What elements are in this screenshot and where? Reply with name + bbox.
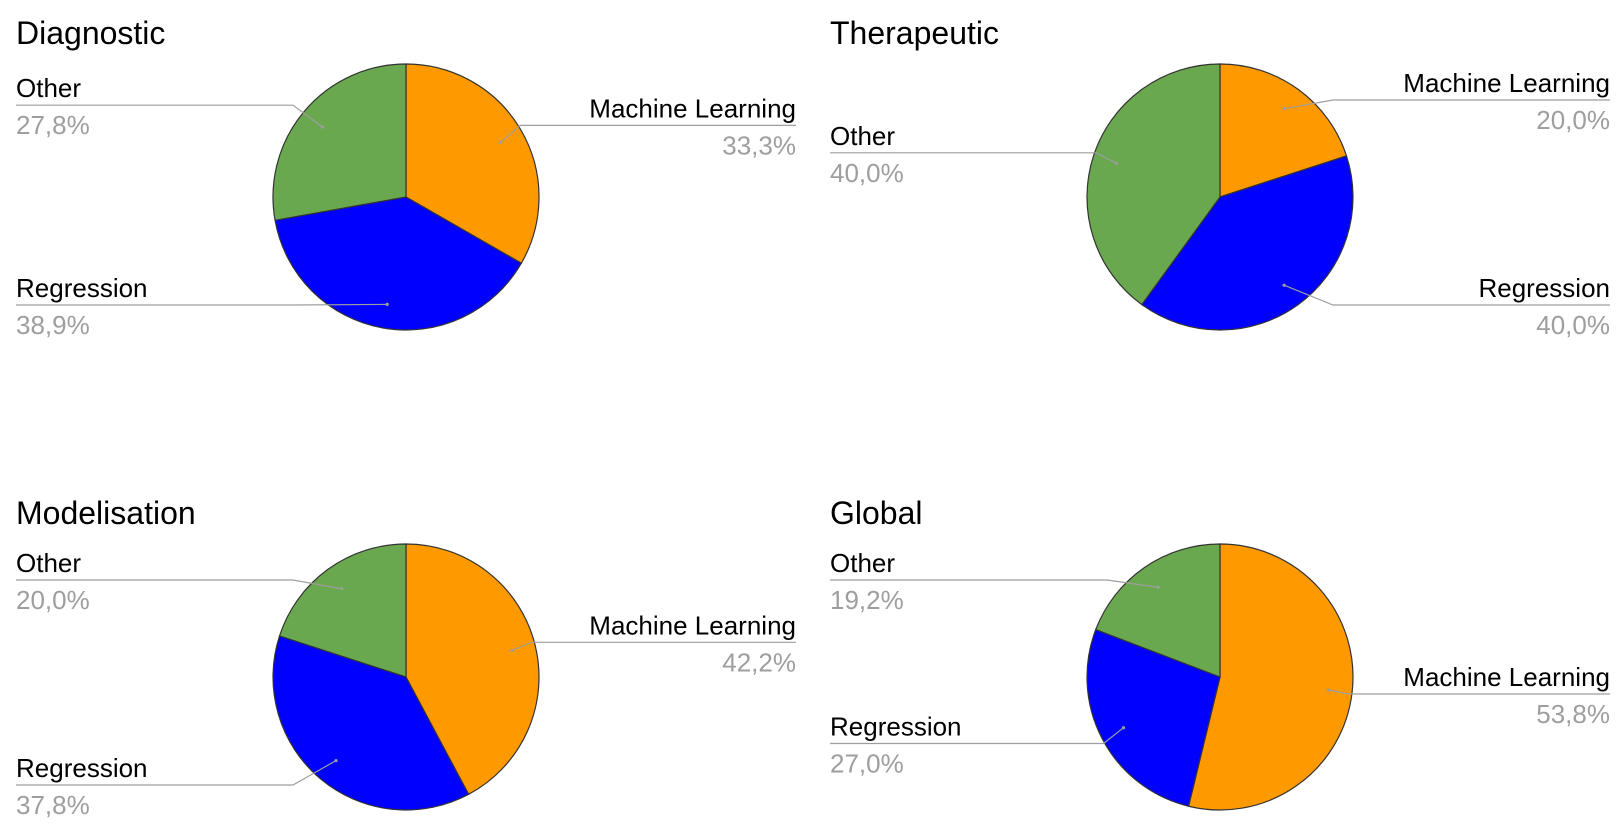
slice-label-regression: Regression bbox=[1478, 273, 1610, 303]
leader-line bbox=[830, 579, 1159, 588]
slice-percent-regression: 38,9% bbox=[16, 310, 90, 340]
slice-percent-regression: 40,0% bbox=[1536, 310, 1610, 340]
slice-percent-machine-learning: 42,2% bbox=[722, 647, 796, 677]
leader-line bbox=[511, 641, 796, 652]
leader-line bbox=[1283, 99, 1610, 110]
slice-other bbox=[1094, 543, 1221, 678]
slice-percent-machine-learning: 53,8% bbox=[1536, 699, 1610, 729]
leader-dot bbox=[510, 648, 514, 653]
pie-chart-therapeutic: Therapeutic Machine Learning 20,0% Regressi… bbox=[830, 15, 1610, 340]
slice-percent-other: 40,0% bbox=[830, 158, 904, 188]
leader-dot bbox=[498, 140, 502, 144]
slice-label-machine-learning: Machine Learning bbox=[1403, 662, 1610, 692]
leader-dot bbox=[1156, 585, 1160, 589]
slice-percent-regression: 37,8% bbox=[16, 790, 90, 820]
slice-label-machine-learning: Machine Learning bbox=[1403, 68, 1610, 98]
chart-title: Diagnostic bbox=[16, 15, 165, 51]
slice-label-other: Other bbox=[830, 121, 895, 151]
leader-dot bbox=[334, 759, 338, 763]
slice-label-other: Other bbox=[16, 73, 81, 103]
leader-line bbox=[830, 152, 1117, 164]
slice-percent-other: 20,0% bbox=[16, 585, 90, 615]
slice-percent-machine-learning: 20,0% bbox=[1536, 105, 1610, 135]
slice-machine-learning bbox=[405, 63, 540, 265]
leader-dot bbox=[1282, 107, 1286, 111]
chart-title: Therapeutic bbox=[830, 15, 999, 51]
leader-line bbox=[1328, 689, 1610, 695]
slice-percent-other: 19,2% bbox=[830, 585, 904, 615]
leader-line bbox=[830, 727, 1124, 745]
leader-dot bbox=[1121, 726, 1126, 730]
leader-dot bbox=[1282, 283, 1286, 287]
slice-percent-other: 27,8% bbox=[16, 110, 90, 140]
leader-line bbox=[16, 579, 343, 590]
chart-title: Modelisation bbox=[16, 495, 196, 531]
leader-line bbox=[500, 124, 796, 143]
slice-label-machine-learning: Machine Learning bbox=[589, 93, 796, 123]
slice-label-other: Other bbox=[16, 548, 81, 578]
leader-dot bbox=[320, 125, 324, 129]
leader-dot bbox=[385, 302, 389, 306]
pie-chart-modelisation: Modelisation Machine Learning 42,2% Regress… bbox=[16, 495, 796, 820]
slice-label-regression: Regression bbox=[830, 712, 962, 742]
slice-label-regression: Regression bbox=[16, 273, 148, 303]
pie-chart-diagnostic: Diagnostic Machine Learning 33,3% Regressio… bbox=[16, 15, 796, 340]
slice-other bbox=[278, 543, 407, 678]
slice-other bbox=[1086, 63, 1221, 306]
slice-regression bbox=[1140, 155, 1354, 331]
slice-label-machine-learning: Machine Learning bbox=[589, 610, 796, 640]
pie-chart-global: Global Machine Learning 53,8% Regression 27,… bbox=[830, 495, 1610, 811]
chart-title: Global bbox=[830, 495, 923, 531]
slice-label-regression: Regression bbox=[16, 753, 148, 783]
slice-machine-learning bbox=[1219, 63, 1348, 198]
slice-other bbox=[272, 63, 407, 221]
slice-percent-machine-learning: 33,3% bbox=[722, 130, 796, 160]
leader-line bbox=[16, 104, 323, 128]
leader-dot bbox=[1326, 688, 1330, 692]
slice-label-other: Other bbox=[830, 548, 895, 578]
slice-percent-regression: 27,0% bbox=[830, 749, 904, 779]
leader-dot bbox=[340, 587, 344, 591]
slice-regression bbox=[1086, 628, 1221, 807]
slice-regression bbox=[274, 196, 523, 331]
slice-machine-learning bbox=[405, 543, 540, 796]
leader-line bbox=[1283, 284, 1610, 306]
slice-machine-learning bbox=[1187, 543, 1354, 811]
leader-line bbox=[16, 303, 388, 306]
slice-regression bbox=[272, 635, 470, 811]
leader-line bbox=[16, 760, 337, 786]
leader-dot bbox=[1114, 161, 1118, 165]
